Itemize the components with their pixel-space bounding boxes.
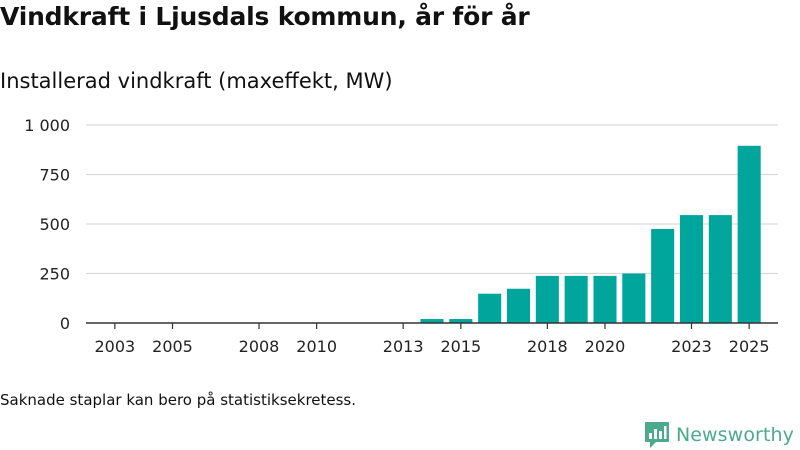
bar-2022 (651, 228, 675, 323)
x-tick-label: 2005 (152, 337, 193, 356)
bar-2023 (679, 215, 704, 323)
x-tick-label: 2013 (383, 337, 424, 356)
y-tick-label: 250 (39, 265, 70, 284)
bar-2024 (708, 215, 732, 323)
bar-chart: 0 250 500 750 1 000 2003 2005 2008 2010 2013 2015… (24, 116, 778, 356)
x-tick-label: 2003 (94, 337, 135, 356)
x-tick-label: 2020 (585, 337, 626, 356)
y-tick-label: 1 000 (24, 116, 70, 135)
bar-2014 (420, 319, 444, 323)
bar-2016 (478, 293, 502, 323)
brand-logo[interactable]: Newsworthy (644, 420, 794, 450)
y-tick-label: 0 (60, 314, 70, 333)
x-tick-label: 2015 (440, 337, 481, 356)
bar-2019 (564, 275, 588, 323)
x-tick-label: 2023 (671, 337, 712, 356)
bar-2021 (622, 273, 646, 323)
bar-2025 (737, 145, 761, 323)
y-axis-labels: 0 250 500 750 1 000 (24, 116, 70, 333)
bar-2017 (506, 288, 531, 323)
bar-2015 (449, 319, 473, 323)
bar-2018 (535, 275, 559, 323)
brand-name: Newsworthy (675, 424, 794, 446)
newsworthy-logo-icon (644, 422, 669, 448)
chart-title: Vindkraft i Ljusdals kommun, år för år (0, 2, 530, 31)
x-tick-label: 2008 (239, 337, 280, 356)
bars (420, 145, 761, 323)
bar-2020 (593, 275, 617, 323)
y-tick-label: 750 (39, 166, 70, 185)
x-axis-labels: 2003 2005 2008 2010 2013 2015 2018 2020 2023 2025 (94, 323, 770, 356)
x-tick-label: 2010 (296, 337, 337, 356)
footnote: Saknade staplar kan bero på statistiksek… (0, 391, 357, 409)
chart-subtitle: Installerad vindkraft (maxeffekt, MW) (0, 69, 393, 93)
x-tick-label: 2025 (729, 337, 770, 356)
y-tick-label: 500 (39, 215, 70, 234)
x-tick-label: 2018 (527, 337, 568, 356)
